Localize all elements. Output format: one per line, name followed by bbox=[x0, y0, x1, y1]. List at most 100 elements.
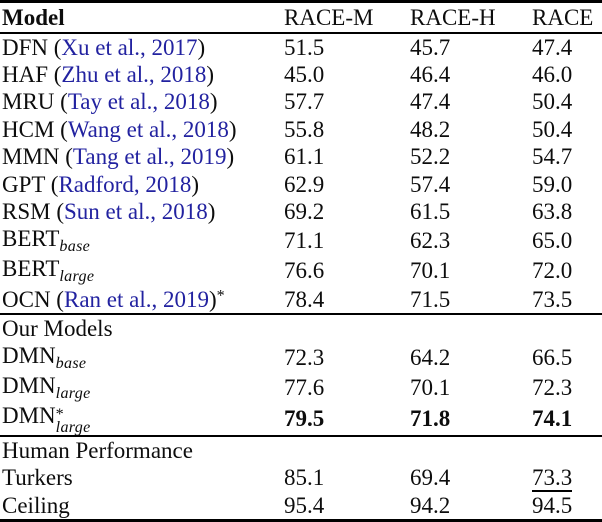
subscript: large bbox=[59, 268, 95, 286]
sup-sub-stack: * large bbox=[55, 406, 91, 436]
citation-link[interactable]: Tay et al., 2018 bbox=[67, 89, 210, 115]
model-cell: Ceiling bbox=[0, 492, 284, 521]
value-cell: 62.9 bbox=[284, 171, 325, 197]
model-cell: DFN (Xu et al., 2017) bbox=[0, 33, 284, 61]
table-row: MRU (Tay et al., 2018) 57.7 47.4 50.4 bbox=[0, 89, 602, 116]
value-cell: 77.6 bbox=[284, 375, 325, 400]
model-name: MMN ( bbox=[2, 144, 73, 170]
model-cell: GPT (Radford, 2018) bbox=[0, 171, 284, 198]
model-cell: HAF (Zhu et al., 2018) bbox=[0, 61, 284, 88]
value-cell: 72.0 bbox=[532, 257, 573, 283]
table-row: GPT (Radford, 2018) 62.9 57.4 59.0 bbox=[0, 171, 602, 198]
subscript: large bbox=[55, 385, 91, 403]
subscript: large bbox=[55, 418, 91, 436]
value-cell: 46.4 bbox=[410, 62, 451, 88]
subscript: base bbox=[55, 354, 87, 372]
citation-link[interactable]: Wang et al., 2018 bbox=[67, 116, 229, 142]
value-cell: 73.5 bbox=[532, 286, 573, 312]
value-cell: 45.7 bbox=[410, 34, 451, 60]
value-cell: 59.0 bbox=[532, 171, 573, 197]
value-cell: 50.4 bbox=[532, 116, 573, 142]
table-row: DMNbase 72.3 64.2 66.5 bbox=[0, 343, 602, 373]
model-name: BERT bbox=[2, 225, 60, 251]
model-name: ) bbox=[228, 116, 237, 142]
table-row: HAF (Zhu et al., 2018) 45.0 46.4 46.0 bbox=[0, 61, 602, 88]
value-cell: 74.1 bbox=[532, 406, 573, 432]
value-cell: 76.6 bbox=[284, 257, 325, 283]
model-name: RSM ( bbox=[2, 199, 64, 225]
col-header-race: RACE bbox=[532, 1, 602, 34]
table-row: MMN (Tang et al., 2019) 61.1 52.2 54.7 bbox=[0, 144, 602, 171]
value-cell: 47.4 bbox=[532, 34, 573, 60]
model-cell: MRU (Tay et al., 2018) bbox=[0, 89, 284, 116]
table-row: RSM (Sun et al., 2018) 69.2 61.5 63.8 bbox=[0, 198, 602, 225]
value-cell: 52.2 bbox=[410, 144, 451, 170]
citation-link[interactable]: Radford, 2018 bbox=[58, 171, 192, 197]
citation-link[interactable]: Xu et al., 2017 bbox=[61, 34, 198, 60]
table-row: HCM (Wang et al., 2018) 55.8 48.2 50.4 bbox=[0, 116, 602, 143]
value-cell: 70.1 bbox=[410, 257, 451, 283]
value-cell: 85.1 bbox=[284, 465, 325, 491]
value-cell: 78.4 bbox=[284, 286, 325, 312]
model-name: Turkers bbox=[2, 465, 73, 491]
value-cell: 72.3 bbox=[532, 375, 573, 400]
value-cell: 94.5 bbox=[532, 492, 573, 518]
citation-link[interactable]: Sun et al., 2018 bbox=[64, 199, 208, 225]
value-cell: 54.7 bbox=[532, 144, 573, 170]
table-row: BERTlarge 76.6 70.1 72.0 bbox=[0, 256, 602, 286]
model-cell: RSM (Sun et al., 2018) bbox=[0, 198, 284, 225]
model-name: ) bbox=[191, 171, 199, 197]
value-cell: 51.5 bbox=[284, 34, 325, 60]
model-name: GPT ( bbox=[2, 171, 59, 197]
model-name: ) bbox=[208, 286, 217, 312]
model-cell: Turkers bbox=[0, 465, 284, 492]
superscript: * bbox=[55, 406, 64, 424]
value-cell: 72.3 bbox=[284, 344, 325, 370]
table-row: DMN * large 79.5 71.8 74.1 bbox=[0, 403, 602, 436]
citation-link[interactable]: Ran et al., 2019 bbox=[63, 286, 209, 312]
value-cell: 48.2 bbox=[410, 116, 451, 142]
model-cell: DMNlarge bbox=[0, 373, 284, 403]
value-cell: 45.0 bbox=[284, 62, 325, 88]
value-cell: 79.5 bbox=[284, 406, 325, 432]
model-cell: DMN * large bbox=[0, 403, 284, 436]
table-body: DFN (Xu et al., 2017) 51.5 45.7 47.4 HAF (Zh… bbox=[0, 33, 602, 521]
value-cell: 69.2 bbox=[284, 199, 325, 225]
col-header-race-h: RACE-H bbox=[410, 1, 532, 34]
value-cell: 57.4 bbox=[410, 171, 451, 197]
model-name: HCM ( bbox=[2, 116, 68, 142]
value-cell: 71.8 bbox=[410, 406, 451, 432]
value-cell: 65.0 bbox=[532, 227, 573, 253]
col-header-race-m: RACE-M bbox=[284, 1, 410, 34]
table-row: DMNlarge 77.6 70.1 72.3 bbox=[0, 373, 602, 403]
col-header-model: Model bbox=[0, 1, 284, 34]
value-cell: 69.4 bbox=[410, 465, 451, 491]
model-name: DMN bbox=[2, 403, 56, 429]
table-row: BERTbase 71.1 62.3 65.0 bbox=[0, 226, 602, 256]
section-title: Human Performance bbox=[0, 435, 602, 465]
value-cell: 66.5 bbox=[532, 344, 573, 370]
table-row: DFN (Xu et al., 2017) 51.5 45.7 47.4 bbox=[0, 33, 602, 61]
value-cell: 47.4 bbox=[410, 89, 451, 115]
citation-link[interactable]: Tang et al., 2019 bbox=[72, 144, 227, 170]
model-name: BERT bbox=[2, 255, 60, 281]
citation-link[interactable]: Zhu et al., 2018 bbox=[61, 62, 207, 88]
value-cell: 61.1 bbox=[284, 144, 325, 170]
value-cell: 61.5 bbox=[410, 199, 451, 225]
model-name: Ceiling bbox=[2, 492, 70, 518]
model-name: ) bbox=[206, 62, 215, 88]
underlined-value: 73.3 bbox=[532, 465, 573, 492]
section-header-row: Human Performance bbox=[0, 435, 602, 465]
model-cell: DMNbase bbox=[0, 343, 284, 373]
value-cell: 57.7 bbox=[284, 89, 325, 115]
model-name: ) bbox=[209, 89, 218, 115]
superscript: * bbox=[216, 286, 225, 304]
value-cell: 70.1 bbox=[410, 375, 451, 400]
value-cell: 71.5 bbox=[410, 286, 451, 312]
value-cell: 50.4 bbox=[532, 89, 573, 115]
section-title: Our Models bbox=[0, 313, 602, 343]
value-cell: 73.3 bbox=[532, 465, 602, 492]
model-name: HAF ( bbox=[2, 62, 62, 88]
